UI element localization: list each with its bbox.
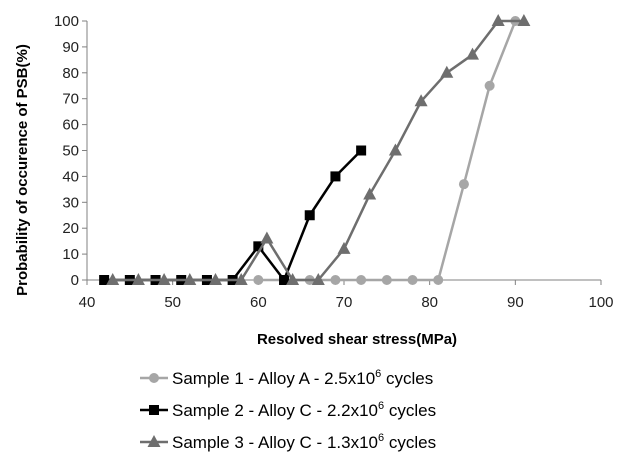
legend-item: Sample 1 - Alloy A - 2.5x106 cycles [138,362,608,394]
legend-label-text: Sample 1 - Alloy A - 2.5x10 [172,368,376,388]
series-1-point [407,275,418,285]
axes-layer [86,21,601,281]
series-1-line [258,20,517,282]
x-tick-label: 60 [250,294,267,311]
series-3-point [517,14,531,26]
y-tick-label: 80 [62,65,79,82]
y-tick-label: 0 [71,272,79,289]
chart-legend: Sample 1 - Alloy A - 2.5x106 cycles Sampl… [138,362,608,458]
series-1-point [381,275,392,285]
series-3-point [234,273,248,285]
series-1-point [484,80,495,91]
y-tick-label: 90 [62,39,79,56]
series-3-point [466,47,479,60]
y-tick-label: 40 [62,168,79,185]
legend-label-suffix: cycles [381,368,434,388]
series-1 [253,16,521,285]
legend-label-suffix: cycles [384,432,437,452]
series-3-point [209,273,222,285]
y-tick-label: 10 [62,246,79,263]
legend-swatch-marker [149,405,159,415]
series-2-point [279,275,290,285]
legend-label-text: Sample 3 - Alloy C - 1.3x10 [172,432,378,452]
legend-swatch-marker [149,373,159,383]
series-3-point [491,14,505,26]
series-3-point [363,187,377,200]
x-axis-title: Resolved shear stress(MPa) [257,331,457,348]
tick-labels: 0 10 20 30 40 50 60 70 80 90 100 40 50 60 70 80 90 100 [54,13,614,311]
legend-label-exponent: 6 [377,399,385,412]
series-2-point [356,145,367,156]
series-3-point [183,273,197,285]
y-tick-label: 70 [62,91,79,108]
series-2-point [253,241,264,252]
legend-swatch-triangle [140,435,168,447]
legend-label: Sample 3 - Alloy C - 1.3x106 cycles [172,432,436,453]
series-1-point [458,179,469,190]
legend-swatch-circle [140,373,168,383]
series-3-point [337,241,351,254]
legend-swatch-marker [147,435,161,447]
series-1-point [433,275,444,285]
legend-item: Sample 2 - Alloy C - 2.2x106 cycles [138,394,608,426]
series-3-point [388,143,402,156]
series-2-line [104,149,363,282]
x-tick-label: 40 [79,294,96,311]
series-3-point [131,273,145,285]
legend-swatch-square [140,405,168,415]
series-layer [99,14,531,285]
legend-label: Sample 1 - Alloy A - 2.5x106 cycles [172,368,433,389]
series-2 [99,145,367,285]
series-2-point [330,171,341,182]
x-tick-label: 50 [164,294,181,311]
legend-label-exponent: 6 [377,431,385,444]
x-tick-label: 70 [336,294,353,311]
legend-label-suffix: cycles [384,400,437,420]
y-axis-title: Probability of occurence of PSB(%) [14,44,31,296]
series-2-point [99,275,110,285]
series-3-point [311,273,325,285]
series-3-point [414,94,428,107]
series-3 [106,14,531,285]
legend-label-text: Sample 2 - Alloy C - 2.2x10 [172,400,378,420]
series-3-point [440,65,454,78]
series-3-point [157,273,171,285]
x-tick-label: 80 [421,294,438,311]
y-tick-label: 60 [62,117,79,134]
series-1-point [253,275,264,285]
legend-label-exponent: 6 [375,367,382,380]
y-tick-label: 20 [62,220,79,237]
series-3-line [112,19,524,282]
legend-item: Sample 3 - Alloy C - 1.3x106 cycles [138,426,608,458]
series-1-point [330,275,341,285]
series-3-point [260,231,274,244]
x-tick-label: 100 [588,294,613,311]
y-tick-label: 30 [62,194,79,211]
y-tick-label: 100 [54,13,79,30]
series-1-point [356,275,367,285]
series-3-point [286,273,300,285]
series-2-point [304,210,315,221]
series-3-point [106,273,120,285]
y-tick-label: 50 [62,143,79,160]
x-tick-label: 90 [507,294,524,311]
legend-label: Sample 2 - Alloy C - 2.2x106 cycles [172,400,436,421]
